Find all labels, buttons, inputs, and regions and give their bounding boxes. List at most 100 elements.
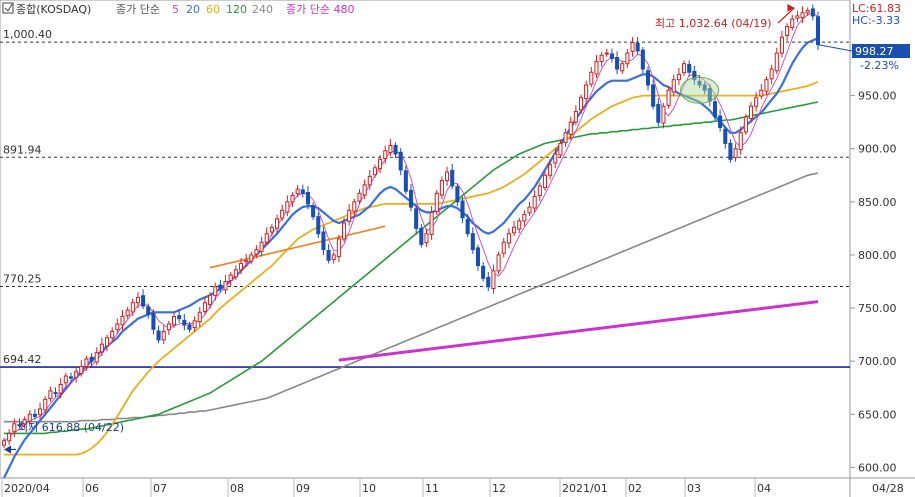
candle-body bbox=[424, 233, 429, 244]
candle-body bbox=[22, 419, 27, 425]
candle-body bbox=[12, 423, 17, 433]
candle-body bbox=[651, 84, 656, 107]
candle-body bbox=[805, 10, 810, 14]
candle-body bbox=[367, 175, 372, 186]
candle-body bbox=[764, 79, 769, 92]
y-tick-label: 800.00 bbox=[858, 249, 897, 262]
candle-body bbox=[99, 343, 104, 353]
candle-body bbox=[177, 315, 182, 320]
candle-body bbox=[336, 238, 341, 258]
candle-body bbox=[161, 330, 166, 341]
candle-body bbox=[512, 226, 517, 234]
candle-body bbox=[331, 254, 336, 260]
candle-body bbox=[501, 241, 506, 254]
candle-body bbox=[759, 89, 764, 97]
candle-body bbox=[202, 302, 207, 312]
candle-body bbox=[285, 201, 290, 213]
candle-body bbox=[702, 84, 707, 91]
candle-body bbox=[120, 316, 125, 326]
candle-body bbox=[378, 158, 383, 170]
candle-body bbox=[645, 70, 651, 86]
candle-body bbox=[43, 398, 48, 411]
candle-body bbox=[311, 205, 316, 218]
checkbox-check bbox=[4, 7, 9, 12]
candle-body bbox=[151, 313, 156, 330]
legend-header: 종합(KOSDAQ) 종가 단순 5 20 60 120 240 종가 단순 4… bbox=[2, 2, 354, 16]
candle-body bbox=[125, 309, 130, 317]
low-annotation: 최저 616.88 (04/22) bbox=[18, 421, 124, 434]
candle-body bbox=[733, 148, 738, 159]
ma5-line bbox=[3, 12, 819, 442]
x-tick-label: 12 bbox=[492, 482, 506, 495]
legend-ma-prefix: 종가 단순 bbox=[116, 3, 160, 16]
candle-body bbox=[115, 323, 120, 331]
candle-body bbox=[527, 206, 532, 214]
annotations bbox=[4, 3, 853, 454]
candle-body bbox=[280, 209, 285, 219]
candle-body bbox=[692, 70, 697, 81]
checkbox-icon[interactable] bbox=[2, 2, 14, 14]
candle-body bbox=[656, 104, 661, 123]
candle-body bbox=[578, 97, 584, 111]
candle-body bbox=[769, 68, 774, 80]
high-arrow-head bbox=[787, 3, 795, 12]
candle-body bbox=[110, 330, 115, 339]
x-tick-label: 09 bbox=[296, 482, 310, 495]
candle-body bbox=[815, 16, 821, 46]
trendline[interactable] bbox=[209, 225, 386, 269]
candle-body bbox=[635, 42, 640, 52]
candle-body bbox=[197, 311, 202, 323]
candle-body bbox=[233, 269, 238, 278]
legend-ma5: 5 bbox=[172, 3, 179, 16]
legend-ma60: 60 bbox=[206, 3, 220, 16]
candle-body bbox=[718, 115, 723, 128]
candle-body bbox=[32, 413, 37, 417]
candle-body bbox=[738, 132, 743, 151]
candle-body bbox=[300, 189, 305, 194]
candle-body bbox=[187, 324, 192, 330]
high-annotation: 최고 1,032.64 (04/19) bbox=[655, 17, 772, 30]
high-arrow bbox=[777, 7, 795, 24]
candle-body bbox=[589, 71, 594, 85]
candle-body bbox=[465, 218, 470, 235]
x-axis-ticks: 2020/04 06 07 08 09 10 11 12 2021/01 02 03 04 04/28 bbox=[1, 478, 904, 497]
candle-body bbox=[275, 218, 280, 229]
price-badge bbox=[852, 44, 910, 58]
candle-body bbox=[506, 233, 511, 244]
reference-line-label: 770.25 bbox=[3, 273, 42, 286]
candle-body bbox=[486, 276, 491, 288]
candle-body bbox=[728, 142, 733, 160]
candle-body bbox=[321, 231, 326, 251]
candle-body bbox=[166, 323, 171, 331]
candle-body bbox=[790, 18, 795, 28]
candle-body bbox=[661, 105, 666, 124]
candle-body bbox=[594, 61, 599, 75]
candle-body bbox=[723, 128, 728, 144]
candle-body bbox=[604, 52, 609, 55]
candle-body bbox=[455, 186, 460, 203]
legend-ma240: 240 bbox=[252, 3, 273, 16]
candle-body bbox=[800, 12, 805, 19]
x-tick-label: 04/28 bbox=[872, 482, 904, 495]
candle-body bbox=[682, 63, 687, 74]
candle-body bbox=[754, 97, 759, 107]
candle-body bbox=[68, 376, 74, 379]
candle-body bbox=[105, 337, 110, 347]
candle-body bbox=[89, 356, 94, 362]
candle-body bbox=[254, 249, 259, 255]
candle-body bbox=[475, 247, 481, 267]
candle-body bbox=[491, 270, 496, 289]
x-tick-label: 06 bbox=[85, 482, 99, 495]
candle-body bbox=[573, 111, 578, 123]
ma480-line bbox=[338, 300, 819, 362]
candle-body bbox=[259, 241, 264, 252]
candle-body bbox=[383, 150, 388, 159]
candle-body bbox=[676, 73, 681, 81]
candle-body bbox=[537, 185, 542, 197]
y-tick-label: 600.00 bbox=[858, 461, 897, 474]
lc-value: LC:61.83 bbox=[852, 2, 901, 15]
candle-body bbox=[563, 132, 568, 144]
candle-body bbox=[553, 153, 558, 164]
candle-body bbox=[558, 142, 563, 156]
